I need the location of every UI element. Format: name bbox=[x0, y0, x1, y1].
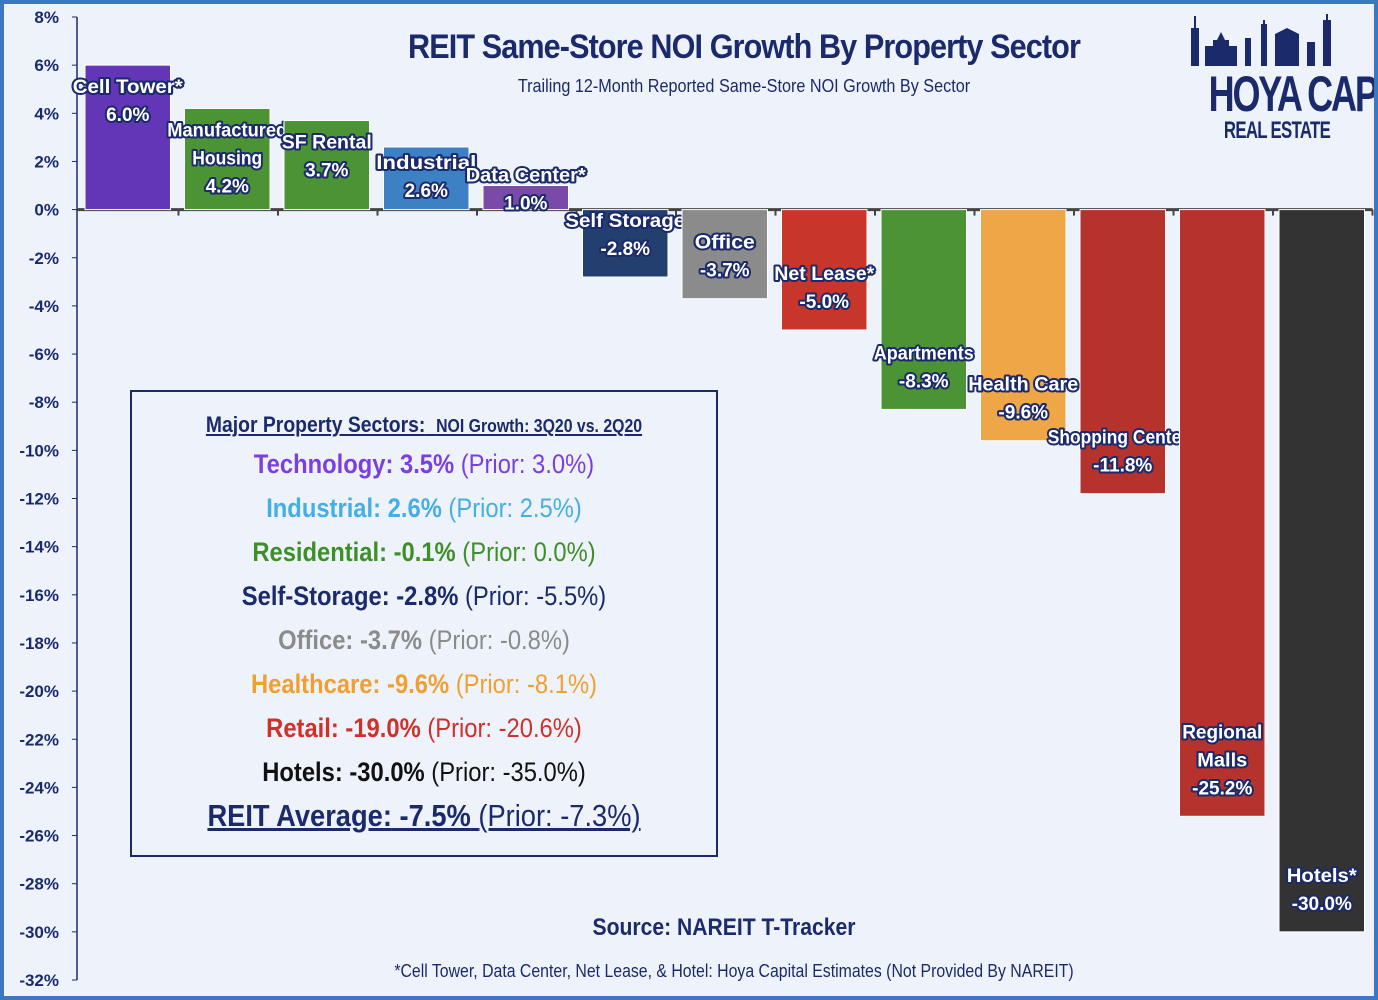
bar-value-label: 1.0% bbox=[504, 194, 547, 215]
footnote: *Cell Tower, Data Center, Net Lease, & H… bbox=[394, 961, 1074, 981]
legend-row: Hotels: -30.0% (Prior: -35.0%) bbox=[262, 757, 586, 787]
bar-category-label: Health Care bbox=[968, 375, 1078, 396]
bar-value-label: 4.2% bbox=[206, 176, 249, 197]
legend-heading: Major Property Sectors: NOI Growth: 3Q20… bbox=[205, 412, 643, 437]
bar-category-label: Cell Tower* bbox=[73, 77, 184, 98]
bar-category-label: Manufactured bbox=[167, 120, 287, 141]
legend-row: Retail: -19.0% (Prior: -20.6%) bbox=[266, 713, 582, 743]
bar bbox=[1278, 209, 1365, 933]
y-tick-label: -30% bbox=[19, 923, 59, 942]
bar-label: SF Rental 3.7% bbox=[280, 131, 374, 184]
y-tick-label: -4% bbox=[29, 297, 59, 316]
y-tick-label: -18% bbox=[19, 634, 59, 653]
bar-category-label: Housing bbox=[192, 148, 262, 169]
y-tick-label: -22% bbox=[19, 730, 59, 749]
bar-chart: 8% 6% 4% 2% 0% -2% -4% -6% -8% -10% -12% -14% -16% -1… bbox=[19, 8, 1374, 990]
legend-row: Office: -3.7% (Prior: -0.8%) bbox=[278, 625, 570, 655]
bar-value-label: 2.6% bbox=[405, 181, 448, 202]
bar-value-label: 6.0% bbox=[106, 105, 149, 126]
bar-value-label: -9.6% bbox=[998, 403, 1048, 424]
bar-category-label: Apartments bbox=[874, 343, 974, 364]
legend-box: Major Property Sectors: NOI Growth: 3Q20… bbox=[130, 390, 718, 857]
bar-category-label: Net Lease* bbox=[774, 264, 875, 285]
bar-category-label: Industrial bbox=[376, 153, 476, 174]
bar-label: Industrial 2.6% bbox=[374, 151, 478, 204]
bar bbox=[383, 146, 470, 211]
bar-value-label: -11.8% bbox=[1093, 456, 1152, 477]
bar-category-label: Hotels* bbox=[1287, 866, 1358, 887]
bar-value-label: 3.7% bbox=[305, 161, 348, 182]
bar bbox=[582, 209, 669, 278]
y-tick-label: -20% bbox=[19, 682, 59, 701]
y-tick-label: -8% bbox=[29, 393, 59, 412]
logo-main-text: HOYA CAPITAL bbox=[1208, 66, 1377, 122]
y-tick-label: 2% bbox=[34, 152, 59, 171]
y-tick-label: 6% bbox=[34, 56, 59, 75]
bar-value-label: -30.0% bbox=[1292, 894, 1352, 915]
bar bbox=[1179, 209, 1266, 817]
bar-category-label: SF Rental bbox=[282, 133, 372, 154]
chart-title: REIT Same-Store NOI Growth By Property S… bbox=[408, 28, 1081, 66]
bar-value-label: -2.8% bbox=[600, 239, 650, 260]
y-tick-label: -6% bbox=[29, 345, 59, 364]
source-note: Source: NAREIT T-Tracker bbox=[592, 914, 856, 941]
bar-label: Regional Malls -25.2% bbox=[1180, 720, 1264, 801]
bar-category-label: Self Storage bbox=[565, 211, 685, 232]
bar-label: Manufactured Housing 4.2% bbox=[165, 118, 289, 199]
hoya-capital-logo: HOYA CAPITAL REAL ESTATE bbox=[1182, 14, 1377, 159]
bar bbox=[84, 64, 171, 211]
bar bbox=[681, 209, 768, 300]
bar-category-label: Malls bbox=[1197, 750, 1247, 771]
y-tick-label: -26% bbox=[19, 827, 59, 846]
chart-subtitle: Trailing 12-Month Reported Same-Store NO… bbox=[517, 76, 971, 96]
legend-row: Self-Storage: -2.8% (Prior: -5.5%) bbox=[241, 581, 607, 611]
bar-label: Self Storage -2.8% bbox=[563, 209, 687, 262]
bar-category-label: Regional bbox=[1182, 722, 1262, 743]
y-tick-label: 0% bbox=[34, 201, 59, 220]
bar-label: Hotels* -30.0% bbox=[1285, 864, 1360, 917]
y-tick-label: -10% bbox=[19, 441, 59, 460]
bar-label: Shopping Centers -11.8% bbox=[1046, 426, 1200, 479]
bar-label: Cell Tower* 6.0% bbox=[71, 75, 186, 128]
bar bbox=[482, 185, 569, 211]
bar-label: Data Center* 1.0% bbox=[464, 164, 589, 217]
bar-value-label: -3.7% bbox=[700, 261, 750, 282]
bar bbox=[880, 209, 967, 410]
bar-label: Health Care -9.6% bbox=[966, 373, 1080, 426]
skyline-icon bbox=[1191, 14, 1331, 66]
y-tick-label: -2% bbox=[29, 249, 59, 268]
bar-label: Net Lease* -5.0% bbox=[772, 262, 877, 315]
bar bbox=[1079, 209, 1166, 495]
y-tick-label: -12% bbox=[19, 490, 59, 509]
legend-row: Healthcare: -9.6% (Prior: -8.1%) bbox=[250, 669, 598, 699]
y-tick-label: -32% bbox=[19, 971, 59, 990]
bar-category-label: Shopping Centers bbox=[1048, 428, 1198, 449]
legend-average: REIT Average: -7.5% (Prior: -7.3%) bbox=[207, 798, 641, 833]
bar-value-label: -5.0% bbox=[799, 292, 849, 313]
bar bbox=[283, 120, 370, 211]
bar-category-label: Data Center* bbox=[466, 166, 587, 187]
y-tick-label: -28% bbox=[19, 875, 59, 894]
legend-row: Technology: 3.5% (Prior: 3.0%) bbox=[253, 449, 595, 479]
bar-label: Office -3.7% bbox=[693, 231, 757, 284]
bar-value-label: -25.2% bbox=[1192, 778, 1252, 799]
y-tick-label: 8% bbox=[34, 8, 59, 27]
bar-value-label: -8.3% bbox=[899, 371, 949, 392]
bar-category-label: Office bbox=[695, 233, 755, 254]
logo-sub-text: REAL ESTATE bbox=[1223, 117, 1331, 144]
y-tick-label: 4% bbox=[34, 104, 59, 123]
legend-row: Industrial: 2.6% (Prior: 2.5%) bbox=[266, 493, 582, 523]
bar bbox=[980, 209, 1067, 442]
y-tick-label: -24% bbox=[19, 778, 59, 797]
bar bbox=[184, 107, 271, 211]
legend-row: Residential: -0.1% (Prior: 0.0%) bbox=[252, 537, 596, 567]
y-tick-label: -16% bbox=[19, 586, 59, 605]
y-tick-label: -14% bbox=[19, 538, 59, 557]
bar bbox=[781, 209, 868, 331]
bar-label: Apartments -8.3% bbox=[872, 341, 976, 394]
